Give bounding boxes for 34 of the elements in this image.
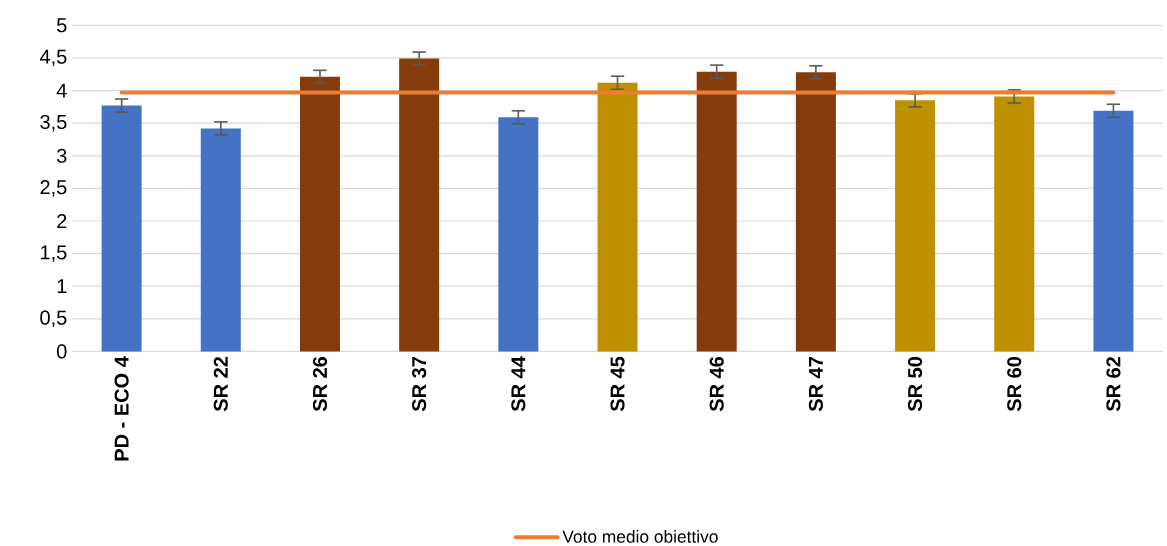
bar	[696, 71, 737, 352]
x-tick-label: SR 26	[312, 356, 328, 412]
x-tick-label: SR 22	[213, 356, 228, 412]
x-tick-label: SR 50	[907, 356, 923, 412]
y-tick-label: 2	[57, 213, 67, 228]
x-tick-label: SR 46	[709, 356, 724, 412]
bar	[994, 96, 1035, 352]
y-tick-label: 1	[57, 279, 67, 294]
x-tick-label: PD - ECO 4	[114, 356, 129, 461]
bar	[299, 76, 340, 352]
bar	[399, 58, 440, 352]
y-tick-label: 3,5	[40, 114, 67, 132]
legend-label: Voto medio obiettivo	[562, 529, 718, 543]
y-tick-label: 0	[56, 344, 67, 359]
bar	[1093, 110, 1134, 352]
bar	[200, 128, 241, 352]
y-tick-label: 4,5	[39, 49, 67, 67]
x-tick-label: SR 60	[1007, 356, 1022, 412]
x-tick-label: SR 45	[610, 356, 625, 412]
x-tick-label: SR 47	[808, 356, 823, 412]
x-tick-label: SR 62	[1106, 356, 1121, 412]
bar	[101, 105, 142, 352]
y-tick-label: 3	[56, 148, 67, 163]
bar	[597, 82, 638, 352]
bar	[895, 100, 936, 352]
y-tick-label: 4	[56, 83, 67, 98]
bar	[498, 117, 539, 352]
y-tick-label: 2,5	[40, 180, 67, 197]
y-tick-label: 5	[56, 18, 67, 33]
bar	[795, 72, 836, 352]
y-tick-label: 0,5	[40, 310, 67, 327]
x-tick-label: SR 37	[412, 356, 427, 412]
y-tick-label: 1,5	[41, 245, 67, 262]
x-tick-label: SR 44	[511, 356, 526, 412]
